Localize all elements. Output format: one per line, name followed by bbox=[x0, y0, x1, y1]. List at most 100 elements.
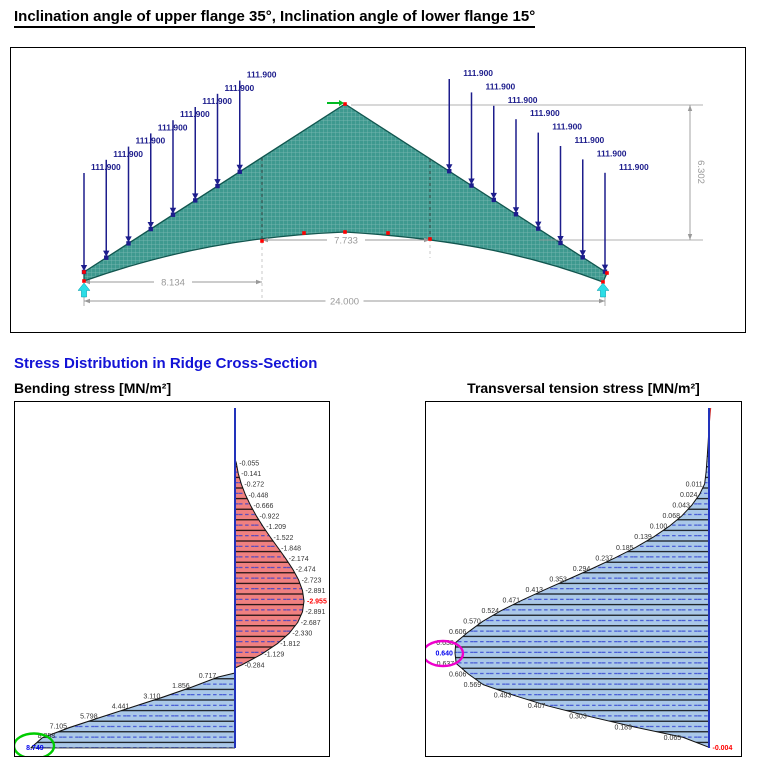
load-node bbox=[237, 169, 242, 174]
stress-value-label: 0.189 bbox=[614, 724, 632, 731]
stress-value-label: 0.139 bbox=[634, 534, 652, 541]
node-marker bbox=[82, 279, 86, 283]
page-title: Inclination angle of upper flange 35°, I… bbox=[14, 8, 536, 28]
bending-chart: -0.055 -0.141 -0.272 -0.448 -0.666 -0.922 -1.2… bbox=[14, 401, 330, 757]
load-label: 111.900 bbox=[508, 95, 538, 105]
node-marker bbox=[601, 280, 605, 284]
load-label: 111.900 bbox=[619, 162, 649, 172]
stress-value-label: -0.666 bbox=[254, 503, 274, 510]
stress-value-label: 3.110 bbox=[143, 693, 160, 700]
transversal-chart-title: Transversal tension stress [MN/m²] bbox=[467, 380, 700, 396]
stress-value-label: 0.043 bbox=[672, 503, 690, 510]
transversal-chart: 0.011 0.024 0.043 0.068 0.100 0.139 0.185 0.237… bbox=[425, 401, 742, 757]
max-positive-label: 8.749 bbox=[26, 745, 44, 752]
bending-chart-title: Bending stress [MN/m²] bbox=[14, 380, 172, 396]
stress-value-label: 4.441 bbox=[112, 703, 130, 710]
truss-svg: 8.134 7.733 24.000 6.302 111.900 111.900 111.9… bbox=[77, 68, 706, 308]
stress-value-label: 0.407 bbox=[528, 703, 546, 710]
node-marker bbox=[82, 270, 86, 274]
stress-value-label: 0.637 bbox=[437, 661, 455, 668]
node-marker bbox=[343, 230, 347, 234]
min-value-label: -0.004 bbox=[713, 745, 733, 752]
magenta-circle-annotation bbox=[426, 639, 465, 668]
stress-value-label: -2.723 bbox=[302, 577, 322, 584]
stress-value-label: -0.141 bbox=[241, 471, 261, 478]
load-node bbox=[536, 226, 541, 231]
stress-value-label: 0.068 bbox=[662, 513, 680, 520]
load-node bbox=[513, 212, 519, 217]
stress-value-label: 0.024 bbox=[680, 492, 698, 499]
load-label: 111.900 bbox=[486, 81, 516, 91]
stress-value-label: 0.493 bbox=[494, 693, 512, 700]
load-label: 111.900 bbox=[552, 122, 582, 132]
stress-value-label: -0.448 bbox=[248, 492, 268, 499]
node-marker bbox=[302, 231, 306, 235]
stress-value-label: 7.105 bbox=[50, 724, 68, 731]
stress-value-label: 1.856 bbox=[172, 683, 190, 690]
node-marker bbox=[605, 271, 609, 275]
stress-value-label: -2.474 bbox=[296, 567, 316, 574]
stress-value-label: -1.522 bbox=[274, 535, 294, 542]
load-node bbox=[104, 255, 109, 260]
load-node bbox=[558, 240, 563, 246]
stress-value-label: 0.294 bbox=[573, 566, 591, 573]
stress-value-label: 0.185 bbox=[616, 545, 634, 552]
stress-value-label: 0.413 bbox=[526, 587, 544, 594]
stress-value-label: 5.798 bbox=[80, 714, 98, 721]
stress-value-label: 0.640 bbox=[435, 650, 453, 657]
node-marker bbox=[343, 102, 347, 106]
load-node bbox=[602, 269, 608, 274]
stress-value-label: -0.272 bbox=[244, 482, 264, 489]
stress-value-label: -1.848 bbox=[281, 545, 301, 552]
stress-value-label: -2.687 bbox=[301, 620, 321, 627]
stress-value-label: -1.209 bbox=[266, 524, 286, 531]
stress-value-label: 0.100 bbox=[650, 524, 668, 531]
dimension-span-mid: 7.733 bbox=[334, 236, 358, 247]
node-marker bbox=[428, 237, 432, 241]
load-node bbox=[580, 255, 585, 260]
dimension-span-total: 24.000 bbox=[330, 297, 359, 308]
load-label: 111.900 bbox=[463, 68, 493, 78]
load-node bbox=[215, 183, 220, 189]
section-heading: Stress Distribution in Ridge Cross-Secti… bbox=[14, 355, 318, 372]
transversal-svg: 0.011 0.024 0.043 0.068 0.100 0.1390.1850.237… bbox=[426, 408, 733, 752]
truss-diagram: 8.134 7.733 24.000 6.302 111.900 111.900 111.9… bbox=[10, 47, 746, 333]
stress-value-label: 0.606 bbox=[449, 629, 467, 636]
dimension-height-right: 6.302 bbox=[695, 160, 706, 184]
bending-svg: -0.055 -0.141 -0.272 -0.448 -0.666 -0.922 -1.2… bbox=[15, 408, 327, 756]
load-node bbox=[126, 241, 131, 246]
load-label: 111.900 bbox=[575, 135, 605, 145]
load-node bbox=[170, 212, 176, 217]
load-node bbox=[148, 226, 153, 232]
stress-value-label: -0.055 bbox=[239, 460, 259, 467]
stress-value-label: -2.955 bbox=[307, 599, 327, 606]
stress-value-label: -2.891 bbox=[306, 588, 326, 595]
stress-value-label: 0.011 bbox=[686, 481, 703, 488]
stress-value-label: -0.922 bbox=[260, 514, 280, 521]
stress-value-label: -2.891 bbox=[306, 609, 326, 616]
stress-value-label: 0.569 bbox=[464, 682, 482, 689]
stress-value-label: 0.471 bbox=[503, 598, 521, 605]
stress-value-label: -0.284 bbox=[245, 662, 265, 669]
load-node bbox=[469, 183, 474, 188]
load-label: 111.900 bbox=[530, 108, 560, 118]
stress-value-label: 0.237 bbox=[595, 555, 613, 562]
stress-value-label: 0.065 bbox=[664, 735, 682, 742]
stress-value-label: 0.524 bbox=[481, 608, 499, 615]
support-icon bbox=[596, 282, 610, 298]
stress-value-label: 0.570 bbox=[463, 619, 481, 626]
stress-value-label: 0.638 bbox=[436, 640, 454, 647]
stress-value-label: 0.353 bbox=[549, 576, 567, 583]
load-label: 111.900 bbox=[597, 148, 627, 158]
stress-value-label: 0.606 bbox=[449, 671, 467, 678]
stress-value-label: 0.717 bbox=[199, 673, 217, 680]
green-circle-annotation bbox=[15, 732, 56, 756]
stress-value-label: 0.303 bbox=[569, 714, 587, 721]
dimension-span-left: 8.134 bbox=[161, 278, 185, 289]
stress-value-label: -2.174 bbox=[289, 556, 309, 563]
support-icon bbox=[77, 282, 91, 298]
node-marker bbox=[260, 239, 264, 243]
stress-value-label: -1.129 bbox=[264, 652, 284, 659]
load-node bbox=[491, 197, 496, 203]
